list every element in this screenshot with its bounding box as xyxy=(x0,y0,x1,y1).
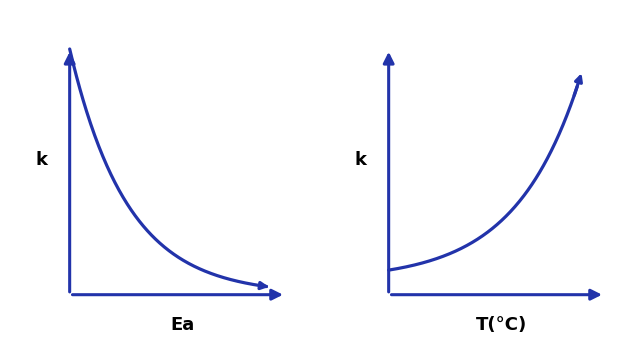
Text: Ea: Ea xyxy=(170,317,194,334)
Text: T(°C): T(°C) xyxy=(475,317,527,334)
Text: k: k xyxy=(36,150,48,169)
Text: k: k xyxy=(355,150,367,169)
